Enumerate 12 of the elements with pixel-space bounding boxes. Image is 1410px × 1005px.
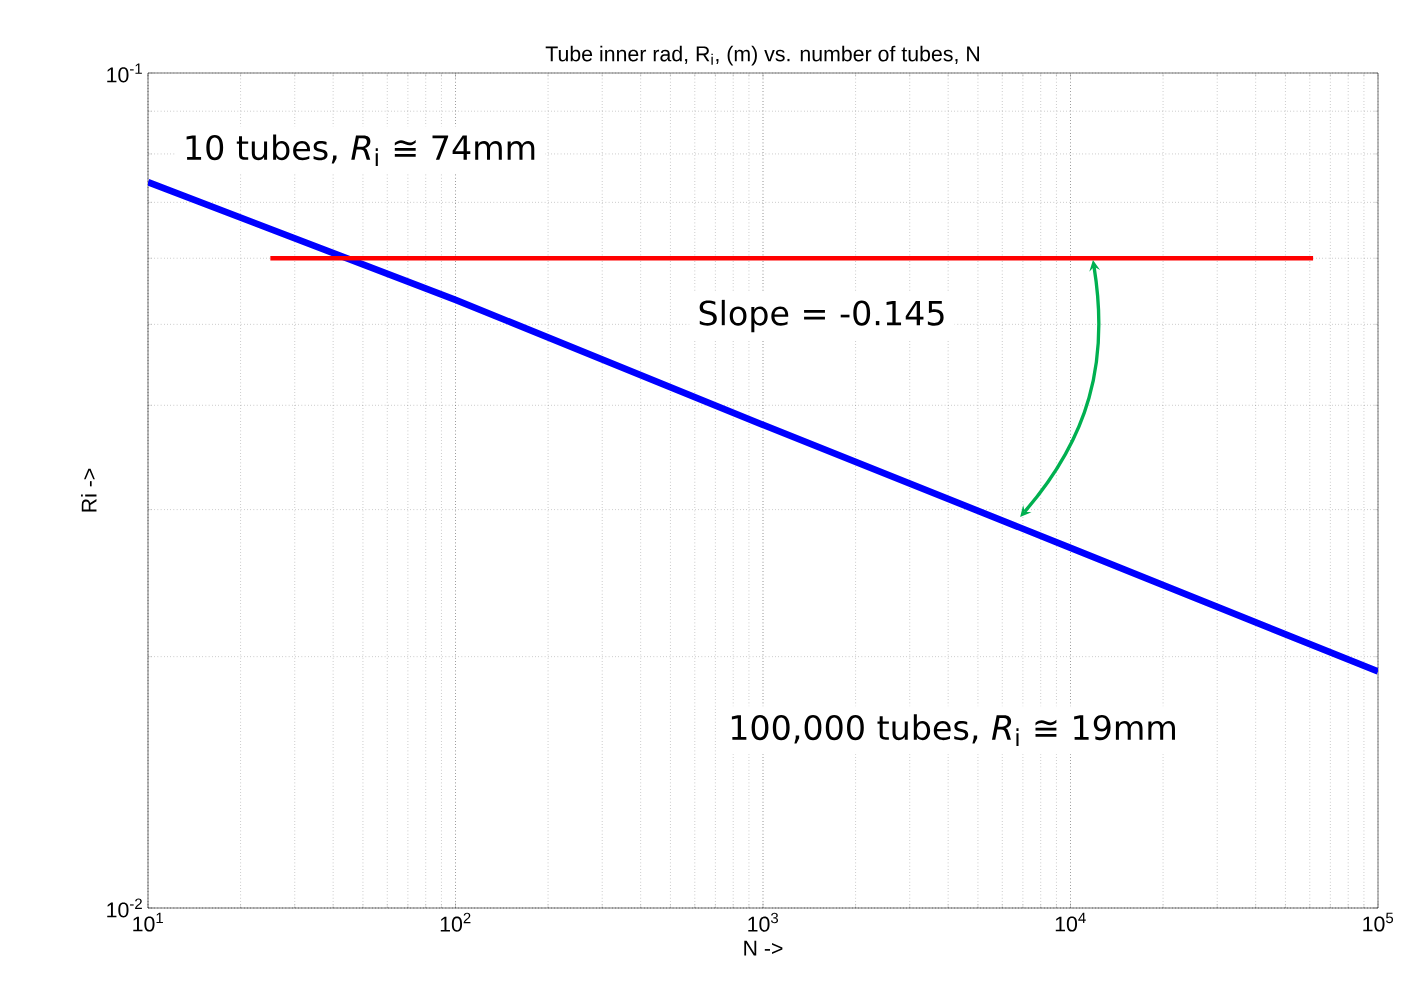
x-tick-label: 10$^{1}$ xyxy=(133,912,163,932)
y-tick-label: 10$^{-1}$ xyxy=(107,63,142,83)
x-axis-title: N -> xyxy=(744,940,783,956)
x-tick-label: 10$^{3}$ xyxy=(748,912,779,932)
annotation: 100,000 tubes, R$_{i}$ ≅ 19mm xyxy=(731,714,1175,746)
chart-title: Tube inner rad, R$_{i}$, (m) vs. number of tubes, N xyxy=(545,45,980,66)
x-tick-label: 10$^{4}$ xyxy=(1055,912,1086,932)
x-tick-label: 10$^{2}$ xyxy=(440,912,471,932)
y-axis-title: Ri -> xyxy=(81,468,97,512)
annotation: Slope = -0.145 xyxy=(699,299,944,333)
annotation: 10 tubes, R$_{i}$ ≅ 74mm xyxy=(186,134,535,167)
x-tick-label: 10$^{5}$ xyxy=(1363,912,1394,932)
